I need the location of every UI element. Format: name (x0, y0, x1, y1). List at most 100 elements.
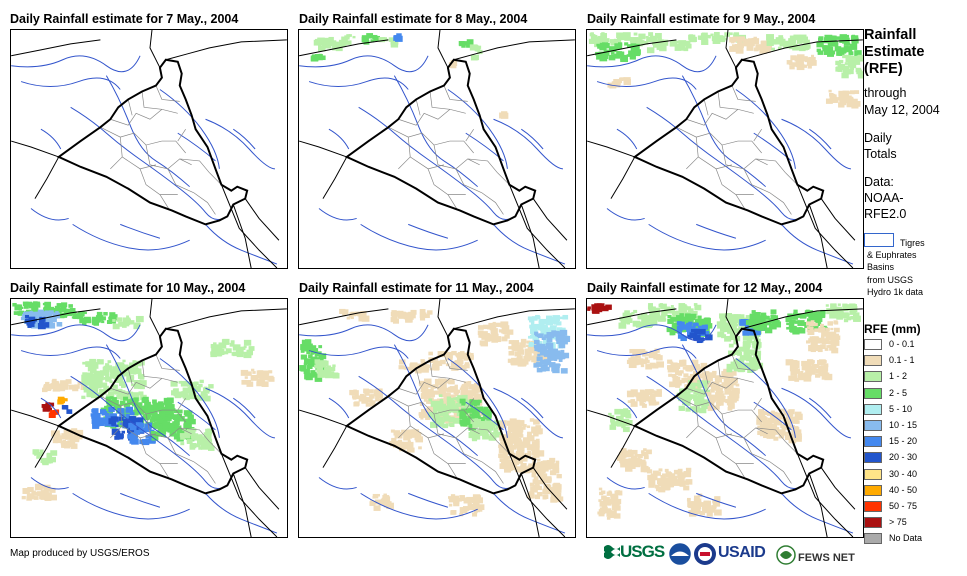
rain-cell (746, 45, 754, 51)
rain-cell (143, 405, 149, 410)
rain-cell (96, 420, 104, 427)
rain-cell (645, 321, 653, 328)
rain-cell (816, 41, 824, 48)
rain-cell (733, 379, 737, 383)
sidebar-totals: Totals (864, 147, 897, 161)
rain-cell (854, 90, 860, 94)
rain-cell (405, 312, 413, 318)
rain-cell (499, 463, 507, 469)
rain-cell (541, 367, 547, 372)
rain-cell (314, 359, 321, 364)
rain-cell (152, 399, 157, 404)
rain-cell (634, 349, 641, 354)
rain-cell (439, 406, 447, 413)
province-line (695, 406, 733, 439)
rain-cell (345, 40, 352, 45)
rain-cell (176, 413, 183, 418)
rain-cell (506, 448, 514, 455)
legend-swatch (864, 339, 882, 350)
river-line (616, 397, 638, 419)
rain-cell (710, 399, 716, 403)
rain-cell (454, 360, 460, 364)
rain-cell (786, 326, 790, 330)
rain-cell (450, 60, 458, 66)
rain-cell (592, 307, 600, 314)
rain-cell (697, 318, 705, 325)
rain-cell (333, 41, 342, 48)
rain-cell (547, 332, 555, 338)
rain-cell (616, 421, 624, 427)
rain-cell (43, 311, 51, 319)
rain-cell (636, 462, 640, 465)
rain-cell (483, 406, 489, 412)
rain-cell (557, 331, 564, 337)
rain-cell (118, 433, 124, 439)
rain-cell (41, 387, 48, 393)
rain-cell (845, 95, 852, 101)
province-line (465, 397, 474, 411)
province-line (721, 144, 768, 170)
rain-cell (687, 331, 692, 335)
rain-cell (304, 339, 312, 345)
rain-cell (790, 313, 798, 320)
river-line (606, 208, 645, 221)
rain-cell (163, 397, 168, 402)
rain-cell (805, 369, 813, 375)
rain-cell (637, 315, 643, 320)
rain-cell (690, 313, 697, 319)
neighbor-border (299, 39, 389, 57)
rain-cell (664, 468, 669, 472)
rain-cell (105, 363, 110, 367)
rain-cell (494, 333, 499, 337)
rain-cell (526, 435, 535, 442)
rain-cell (829, 312, 837, 319)
rain-cell (832, 340, 840, 346)
rain-cell (598, 499, 602, 502)
rain-cell (522, 437, 530, 443)
province-line (110, 425, 123, 439)
rain-cell (831, 94, 837, 99)
rain-cell (685, 407, 691, 412)
rain-cell (828, 89, 832, 93)
province-line (715, 437, 754, 464)
rain-cell (711, 385, 718, 391)
rain-cell (43, 307, 50, 313)
map-svg-2 (299, 30, 575, 268)
rain-cell (703, 35, 708, 39)
rain-cell (845, 34, 850, 38)
rain-cell (718, 395, 726, 402)
rain-cell (656, 389, 662, 394)
river-line (70, 375, 224, 490)
rain-cell (299, 365, 307, 371)
rain-cell (611, 421, 618, 426)
rain-cell (39, 484, 45, 489)
rain-cell (127, 406, 131, 410)
rain-cell (537, 333, 544, 339)
rain-cell (807, 65, 812, 69)
rain-cell (532, 466, 539, 472)
rain-cell (634, 51, 641, 57)
rain-cell (483, 435, 489, 440)
rain-cell (509, 464, 517, 471)
rain-cell (40, 449, 44, 453)
rain-cell (637, 453, 643, 459)
province-line (429, 91, 450, 110)
rain-cell (701, 329, 706, 333)
river-line (120, 223, 161, 239)
rain-cell (815, 368, 821, 374)
neighbor-border (796, 184, 854, 268)
rain-cell (653, 307, 661, 314)
province-line (127, 368, 133, 385)
province-line (686, 425, 699, 439)
map-svg-6 (587, 299, 863, 537)
rain-cell (516, 447, 523, 452)
rain-cell (714, 497, 720, 502)
rain-cell (435, 381, 440, 386)
rain-cell (628, 357, 633, 362)
rain-cell (138, 422, 144, 428)
rain-cell (651, 319, 658, 325)
rain-cell (436, 401, 441, 404)
rain-cell (647, 305, 654, 310)
rain-cell (731, 44, 737, 48)
sidebar-data-label: Data: (864, 175, 894, 189)
